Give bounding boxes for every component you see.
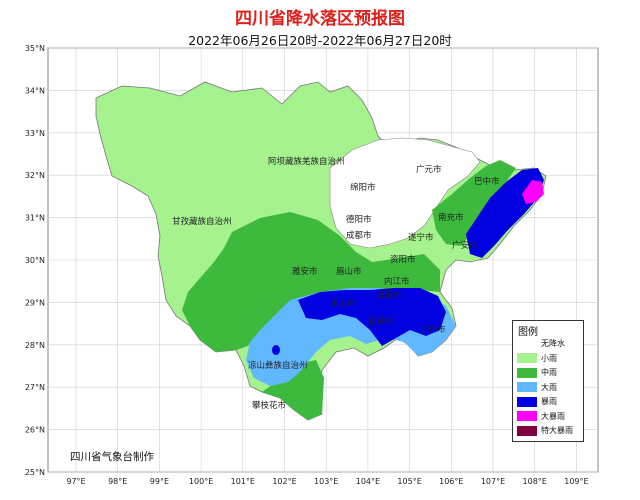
- city-labels: 阿坝藏族羌族自治州 甘孜藏族自治州 凉山彝族自治州 广元市 巴中市 绵阳市 南充…: [172, 156, 500, 411]
- city-label-aba: 阿坝藏族羌族自治州: [268, 156, 345, 167]
- city-label-liangshan: 凉山彝族自治州: [248, 360, 308, 371]
- legend-label: 无降水: [541, 339, 565, 348]
- longitude-tick-label: 101°E: [231, 477, 255, 486]
- city-label-nanchong: 南充市: [438, 212, 464, 223]
- longitude-tick-label: 108°E: [523, 477, 547, 486]
- map-title: 四川省降水落区预报图: [235, 9, 405, 29]
- legend-item: 中雨: [517, 367, 557, 378]
- legend-label: 小雨: [541, 353, 557, 363]
- longitude-tick-label: 107°E: [481, 477, 505, 486]
- map-legend: 图例 无降水小雨中雨大雨暴雨大暴雨特大暴雨: [512, 320, 584, 442]
- legend-item: 小雨: [517, 353, 557, 364]
- legend-item: 无降水: [517, 338, 565, 349]
- legend-swatch: [517, 396, 537, 407]
- legend-swatch: [517, 338, 537, 349]
- legend-label: 大雨: [541, 382, 557, 392]
- legend-label: 暴雨: [541, 397, 557, 406]
- city-label-deyang: 德阳市: [346, 214, 372, 225]
- latitude-tick-label: 28°N: [25, 341, 45, 350]
- region-no-rain: [329, 137, 481, 249]
- city-label-ziyang: 资阳市: [390, 254, 416, 265]
- longitude-tick-label: 103°E: [314, 477, 338, 486]
- longitude-labels: 97°E 98°E 99°E 100°E 101°E 102°E 103°E 104°E 105…: [66, 477, 588, 486]
- city-label-suining: 遂宁市: [408, 232, 434, 243]
- legend-swatch: [517, 411, 537, 421]
- latitude-tick-label: 27°N: [25, 383, 45, 392]
- legend-swatch: [517, 382, 537, 392]
- city-label-ganzi: 甘孜藏族自治州: [172, 216, 232, 227]
- longitude-tick-label: 106°E: [439, 477, 463, 486]
- city-label-luzhou: 泸州市: [420, 324, 446, 335]
- city-label-guangyuan: 广元市: [416, 164, 442, 175]
- city-label-guangan: 广安市: [452, 240, 478, 251]
- longitude-tick-label: 102°E: [272, 477, 296, 486]
- city-label-mianyang: 绵阳市: [350, 182, 376, 193]
- city-label-leshan: 乐山市: [330, 298, 356, 309]
- legend-label: 中雨: [541, 368, 557, 377]
- longitude-tick-label: 104°E: [356, 477, 380, 486]
- legend-item: 特大暴雨: [517, 425, 573, 436]
- map-subtitle: 2022年06月26日20时-2022年06月27日20时: [188, 33, 452, 48]
- latitude-tick-label: 25°N: [25, 468, 45, 477]
- region-moderate-rain-west: [182, 212, 440, 352]
- latitude-labels: 35°N 34°N 33°N 32°N 31°N 30°N 29°N 28°N 27°N 26°N…: [25, 44, 45, 477]
- latitude-tick-label: 26°N: [25, 426, 45, 435]
- longitude-tick-label: 105°E: [397, 477, 421, 486]
- latitude-tick-label: 33°N: [25, 129, 45, 138]
- city-label-zigong: 自贡市: [376, 290, 402, 301]
- longitude-tick-label: 99°E: [150, 477, 169, 486]
- city-label-yaan: 雅安市: [292, 266, 318, 277]
- longitude-tick-label: 109°E: [564, 477, 588, 486]
- legend-swatch: [517, 367, 537, 378]
- producer-label: 四川省气象台制作: [70, 451, 154, 463]
- longitude-tick-label: 98°E: [108, 477, 127, 486]
- longitude-tick-label: 97°E: [66, 477, 85, 486]
- legend-label: 大暴雨: [541, 411, 565, 421]
- legend-swatch: [517, 353, 537, 363]
- legend-item: 大暴雨: [517, 411, 565, 422]
- legend-title: 图例: [518, 327, 538, 338]
- latitude-tick-label: 35°N: [25, 44, 45, 53]
- legend-item: 暴雨: [517, 396, 557, 407]
- legend-label: 特大暴雨: [541, 426, 573, 435]
- latitude-tick-label: 30°N: [25, 256, 45, 265]
- latitude-tick-label: 31°N: [25, 214, 45, 223]
- latitude-tick-label: 34°N: [25, 86, 45, 95]
- city-label-neijiang: 内江市: [384, 276, 410, 287]
- region-rainstorm-south: [298, 288, 446, 346]
- region-moderate-rain-northeast: [432, 160, 516, 246]
- longitude-tick-label: 100°E: [189, 477, 213, 486]
- city-label-bazhong: 巴中市: [474, 176, 500, 187]
- city-label-yibin: 宜宾市: [368, 316, 394, 327]
- latitude-tick-label: 32°N: [25, 171, 45, 180]
- city-label-meishan: 眉山市: [336, 266, 362, 277]
- city-label-panzhihua: 攀枝花市: [252, 400, 287, 411]
- legend-swatch: [517, 425, 537, 436]
- city-label-chengdu: 成都市: [346, 230, 372, 241]
- latitude-tick-label: 29°N: [25, 298, 45, 307]
- region-torrential-rain: [522, 180, 544, 204]
- legend-item: 大雨: [517, 382, 557, 393]
- region-rainstorm-spot: [272, 345, 280, 355]
- region-moderate-rain-south: [262, 360, 324, 420]
